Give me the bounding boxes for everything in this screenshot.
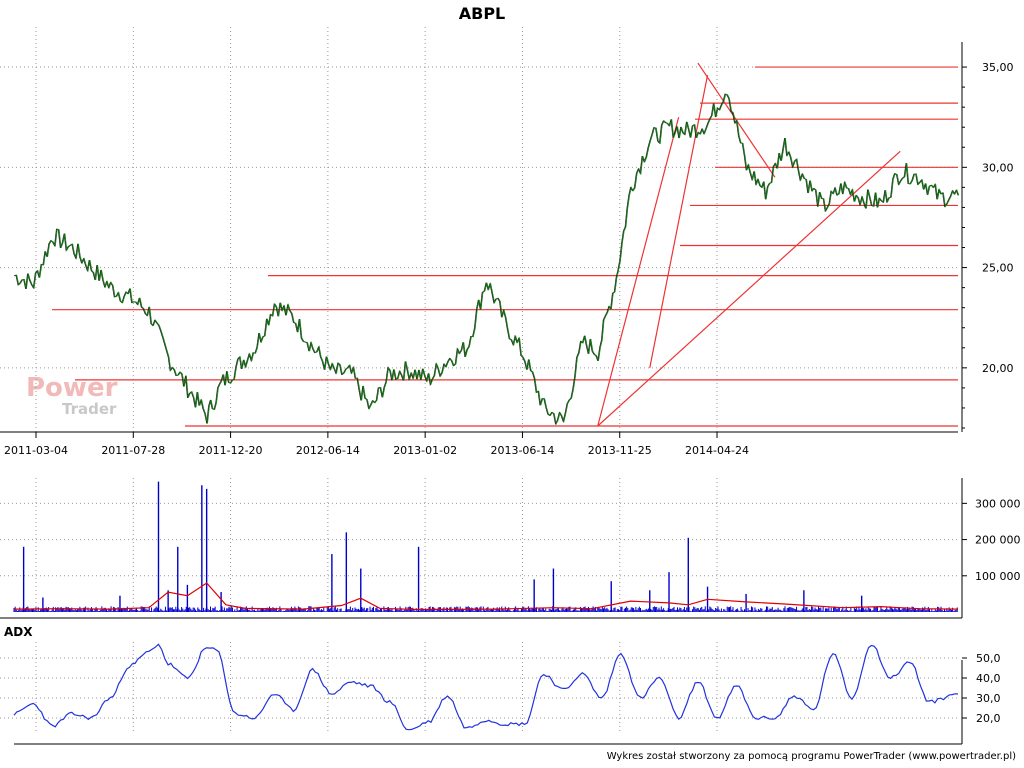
trend-lines: [597, 62, 901, 427]
adx-y-axis: 20,0 30,0 40,0 50,0: [14, 652, 1001, 745]
adx-y-tick-label: 30,0: [976, 692, 1001, 705]
date-tick-label: 2012-06-14: [296, 444, 360, 457]
trend-line: [649, 74, 709, 368]
trend-line: [597, 117, 680, 427]
adx-label: ADX: [4, 625, 33, 639]
volume-panel: 100 000 200 000 300 000: [0, 478, 1021, 619]
date-x-axis: 2011-03-04 2011-07-28 2011-12-20 2012-06-14…: [0, 431, 958, 457]
chart-title: ABPL: [459, 4, 506, 23]
price-candle-wicks: [13, 93, 959, 426]
footer-credit: Wykres został stworzony za pomocą progra…: [607, 751, 1016, 762]
adx-y-tick-label: 20,0: [976, 712, 1001, 725]
trend-line: [597, 150, 901, 427]
date-tick-label: 2011-12-20: [199, 444, 263, 457]
volume-y-axis: 100 000 200 000 300 000: [0, 478, 1021, 619]
volume-y-tick-label: 200 000: [975, 534, 1021, 547]
watermark-trader-text: Trader: [62, 400, 117, 418]
adx-line: [13, 643, 959, 731]
volume-y-tick-label: 300 000: [975, 497, 1021, 510]
volume-y-tick-label: 100 000: [975, 570, 1021, 583]
price-y-tick-label: 30,00: [982, 161, 1014, 174]
price-series: [13, 93, 960, 426]
date-tick-label: 2011-03-04: [4, 444, 68, 457]
price-panel: 20,00 25,00 30,00 35,00 2011-03-04 2011-07-2…: [0, 27, 1014, 457]
volume-average-line: [13, 582, 959, 611]
price-y-tick-label: 20,00: [982, 362, 1014, 375]
adx-y-tick-label: 40,0: [976, 672, 1001, 685]
date-tick-label: 2014-04-24: [685, 444, 749, 457]
price-y-tick-label: 25,00: [982, 262, 1014, 275]
adx-panel: ADX 20,0 30,0 40,0 50,0: [0, 625, 1001, 745]
adx-y-tick-label: 50,0: [976, 652, 1001, 665]
powertrader-watermark-logo: Power Trader: [26, 373, 118, 418]
volume-average-line: [13, 582, 959, 611]
price-y-tick-label: 35,00: [982, 61, 1014, 74]
date-tick-label: 2013-06-14: [490, 444, 554, 457]
price-y-axis: 20,00 25,00 30,00 35,00: [961, 42, 1014, 432]
watermark-power-text: Power: [26, 373, 118, 403]
trend-line: [697, 62, 776, 178]
price-line: [14, 93, 960, 426]
date-tick-label: 2011-07-28: [101, 444, 165, 457]
adx-series: [13, 643, 959, 731]
date-tick-label: 2013-11-25: [588, 444, 652, 457]
date-tick-label: 2013-01-02: [393, 444, 457, 457]
adx-grid: [0, 642, 958, 734]
